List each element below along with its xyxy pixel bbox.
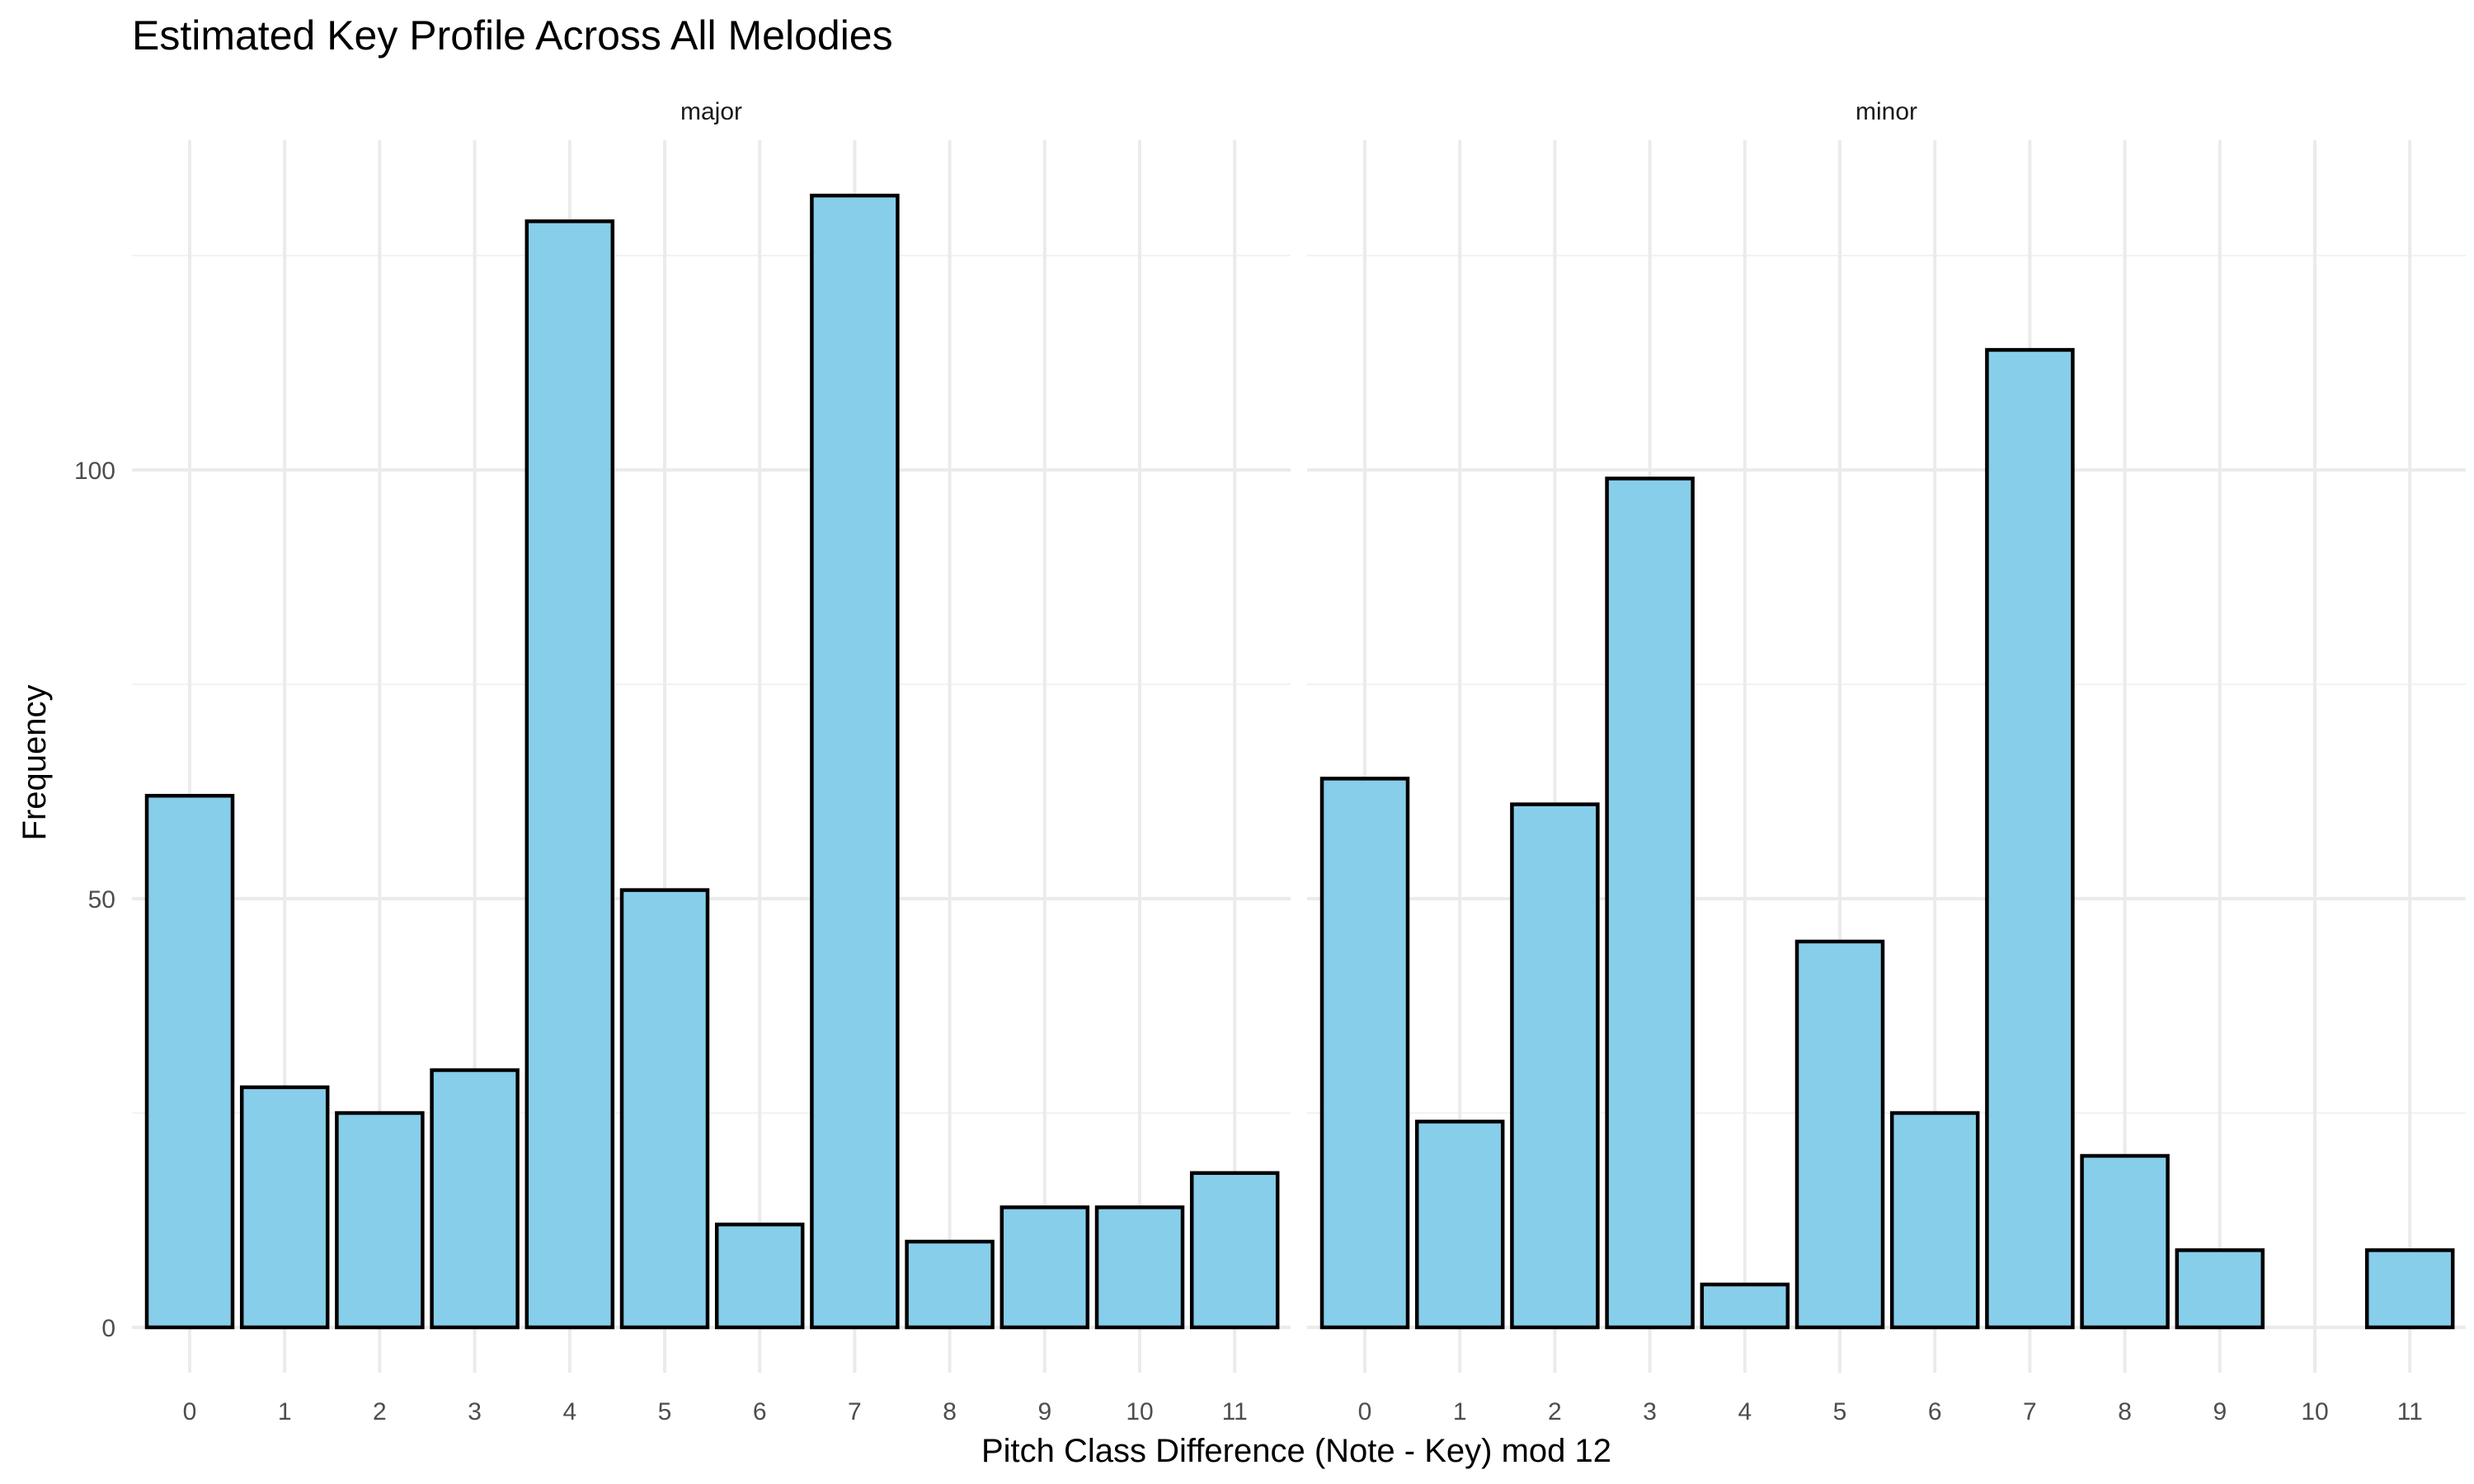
bar — [619, 888, 710, 1330]
x-tick-label: 7 — [848, 1398, 862, 1425]
bar — [2364, 1248, 2455, 1330]
x-tick-label: 9 — [1037, 1398, 1051, 1425]
x-tick-label: 10 — [1126, 1398, 1153, 1425]
x-tick-label: 6 — [753, 1398, 767, 1425]
bar — [905, 1239, 995, 1330]
bar — [810, 193, 900, 1330]
x-tick-label: 2 — [373, 1398, 387, 1425]
bar — [1700, 1282, 1790, 1330]
x-tick-label: 9 — [2213, 1398, 2227, 1425]
y-tick-label: 50 — [88, 886, 115, 913]
x-tick-label: 3 — [468, 1398, 482, 1425]
bar — [1510, 802, 1600, 1330]
bar — [524, 219, 615, 1330]
bar — [430, 1068, 520, 1330]
y-tick-label: 100 — [74, 458, 115, 485]
bar — [1794, 939, 1885, 1330]
x-tick-label: 1 — [1453, 1398, 1467, 1425]
bar — [2175, 1248, 2265, 1330]
x-tick-label: 7 — [2023, 1398, 2037, 1425]
bar — [1414, 1120, 1505, 1330]
bar — [335, 1111, 425, 1330]
x-tick-label: 8 — [2118, 1398, 2132, 1425]
x-tick-label: 8 — [943, 1398, 957, 1425]
x-tick-label: 6 — [1928, 1398, 1942, 1425]
bar — [239, 1085, 330, 1330]
x-tick-label: 4 — [562, 1398, 576, 1425]
facet-strip-label: minor — [1856, 98, 1917, 125]
x-tick-label: 5 — [658, 1398, 672, 1425]
x-tick-label: 10 — [2301, 1398, 2328, 1425]
panels: major 0 1 2 3 4 5 6 7 8 9 10 11 0 50 100 minor 0 1 2 3 4 5 6 7 8 9… — [74, 98, 2466, 1425]
panel-minor: minor 0 1 2 3 4 5 6 7 8 9 10 11 — [1307, 98, 2466, 1425]
bar — [2080, 1153, 2170, 1330]
bar — [1094, 1205, 1185, 1330]
x-tick-label: 5 — [1833, 1398, 1847, 1425]
x-tick-label: 3 — [1643, 1398, 1657, 1425]
x-tick-label: 11 — [2397, 1398, 2423, 1425]
x-axis-title: Pitch Class Difference (Note - Key) mod … — [981, 1433, 1611, 1469]
bar — [1985, 348, 2075, 1330]
chart-title: Estimated Key Profile Across All Melodie… — [132, 12, 893, 59]
x-tick-label: 1 — [278, 1398, 292, 1425]
bar — [999, 1205, 1090, 1330]
x-tick-label: 0 — [1358, 1398, 1372, 1425]
x-tick-label: 0 — [183, 1398, 197, 1425]
panel-major: major 0 1 2 3 4 5 6 7 8 9 10 11 0 50 100 — [74, 98, 1291, 1425]
bar — [1605, 477, 1695, 1330]
bar — [1319, 777, 1410, 1330]
y-axis-title: Frequency — [16, 685, 53, 841]
x-tick-label: 2 — [1548, 1398, 1562, 1425]
bar — [1189, 1171, 1280, 1330]
x-tick-label: 11 — [1222, 1398, 1248, 1425]
facet-strip-label: major — [680, 98, 742, 125]
bar — [144, 793, 235, 1330]
bar — [714, 1222, 805, 1330]
y-tick-label: 0 — [101, 1315, 115, 1342]
bar — [1889, 1111, 1980, 1330]
x-tick-label: 4 — [1738, 1398, 1752, 1425]
